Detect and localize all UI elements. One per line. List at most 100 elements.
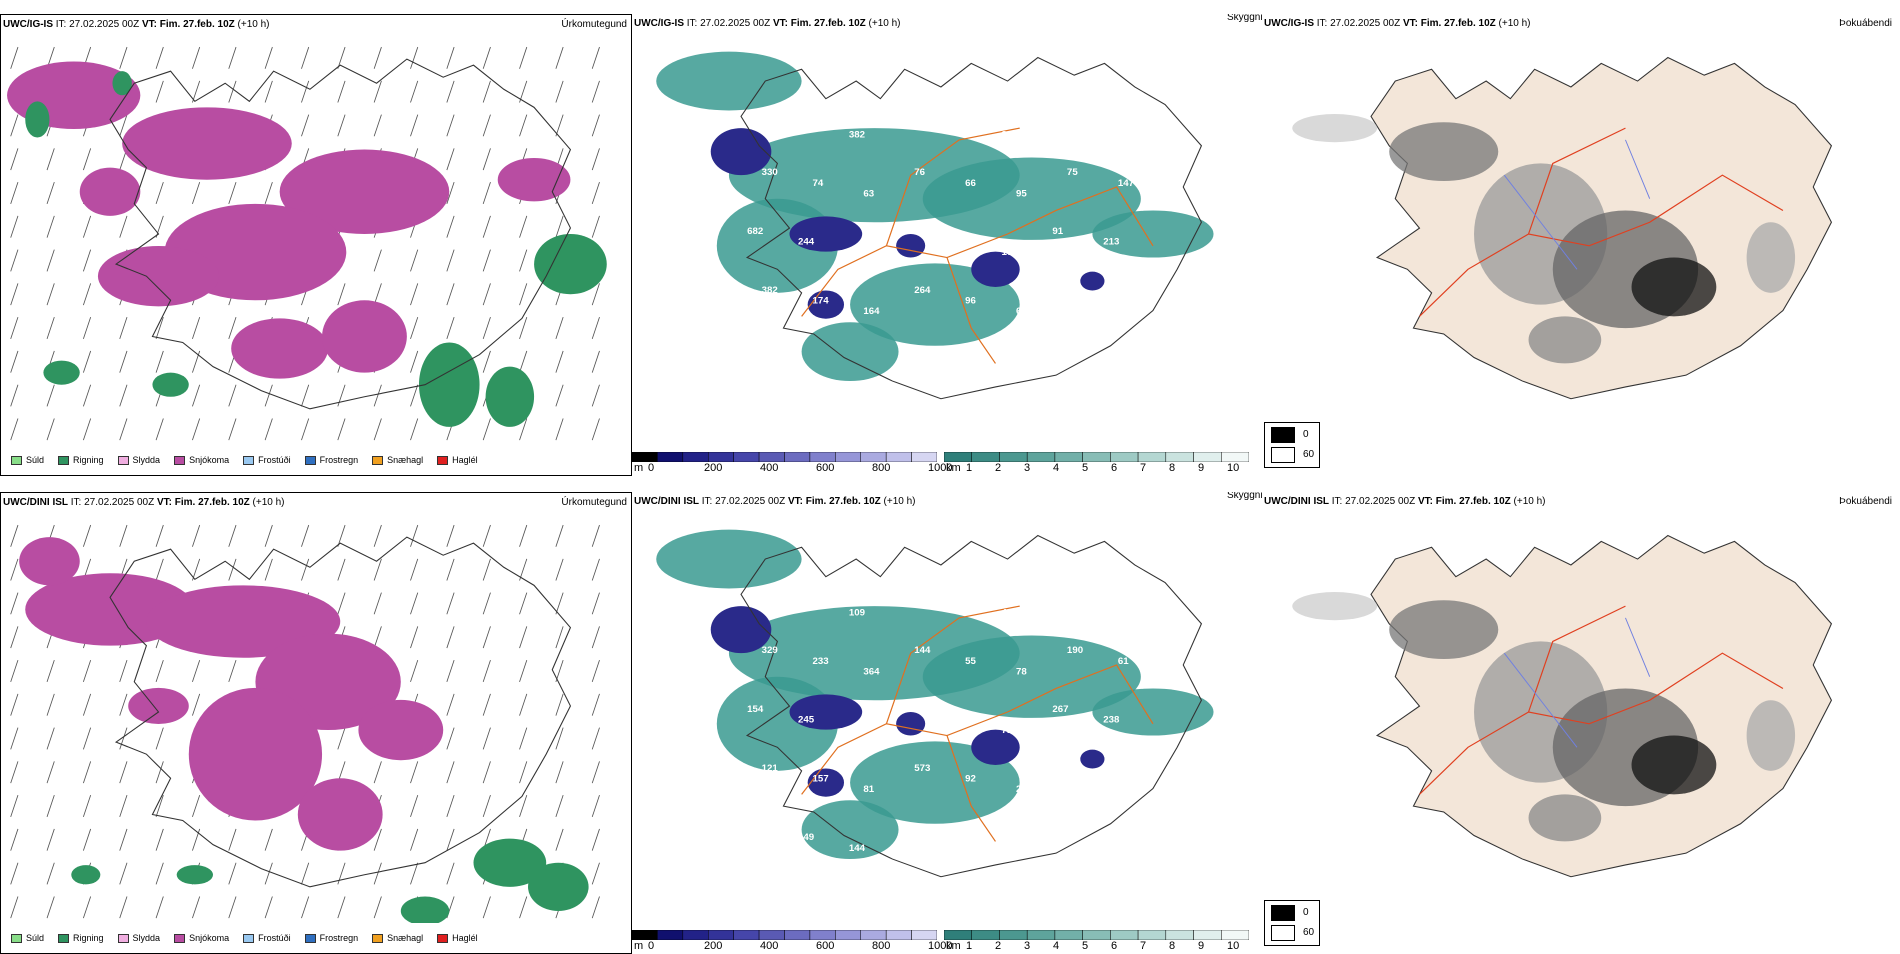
wind-barb (410, 626, 419, 649)
wind-barb (155, 862, 164, 885)
wind-barb (46, 181, 55, 204)
legend-label: Snæhagl (387, 455, 424, 465)
wind-barb (155, 524, 164, 547)
colorbar-tick: 6 (1111, 940, 1118, 952)
fog-legend-label: 60 (1303, 927, 1315, 938)
wind-barb (264, 524, 273, 547)
colorbar-cell (682, 452, 709, 462)
legend-swatch (174, 933, 186, 943)
wind-barb (519, 659, 528, 682)
legend-item: Slydda (117, 455, 160, 465)
wind-barb (192, 524, 201, 547)
rain-area (43, 360, 80, 385)
colorbar-tick: 800 (872, 940, 891, 952)
wind-barb (555, 350, 564, 373)
fog-legend-swatch (1271, 447, 1295, 463)
visibility-value: 382 (762, 285, 778, 296)
wind-barb (155, 46, 164, 69)
colorbar-cell (835, 930, 861, 940)
wind-barb (519, 46, 528, 69)
wind-barb (410, 795, 419, 818)
visibility-value: 408 (1103, 597, 1120, 608)
wind-barb (591, 659, 600, 682)
wind-barb (82, 524, 92, 547)
wind-barb (10, 592, 19, 615)
wind-barb (410, 828, 419, 851)
colorbar-cell (657, 452, 684, 462)
cloud-areas (656, 51, 1214, 382)
wind-barb (591, 215, 600, 238)
wind-barb (46, 283, 55, 306)
wind-barb (119, 727, 128, 750)
wind-barb (482, 558, 491, 581)
wind-barb (337, 80, 346, 103)
wind-barb (482, 626, 491, 649)
wind-barb (482, 727, 491, 750)
low-visibility-area (850, 263, 1020, 346)
wind-barb (10, 384, 19, 407)
wind-barb (591, 727, 600, 750)
wind-barb (46, 384, 55, 407)
valid-time: VT: Fim. 27.feb. 10Z (1417, 496, 1511, 507)
wind-barb (410, 524, 419, 547)
wind-barb (446, 249, 455, 272)
rain-area (176, 865, 214, 885)
wind-barb (482, 659, 491, 682)
colorbar-cell (1193, 452, 1222, 462)
wind-barb (410, 659, 419, 682)
colorbar-unit: km (946, 462, 961, 474)
wind-barb (555, 80, 564, 103)
wind-barb (192, 418, 201, 441)
wind-barb (555, 795, 564, 818)
legend-swatch (372, 933, 384, 943)
wind-barb (155, 80, 164, 103)
wind-barb (337, 592, 346, 615)
wind-barb (555, 418, 564, 441)
visibility-value: 425 (951, 237, 968, 248)
panel-variable-label: Þokuábendi (1839, 18, 1892, 29)
wind-barb (410, 862, 419, 885)
wind-barb (482, 418, 491, 441)
valid-time: VT: Fim. 27.feb. 10Z (141, 19, 235, 30)
wind-barb (301, 524, 310, 547)
wind-barb (192, 384, 201, 407)
wind-barb (555, 828, 564, 851)
wind-barb (446, 592, 455, 615)
fog-shading (1292, 114, 1796, 364)
valid-time: VT: Fim. 27.feb. 10Z (156, 497, 250, 508)
colorbar-tick: 2 (995, 462, 1002, 474)
fog-legend-label: 0 (1303, 429, 1309, 440)
colorbar-tick: 10 (1227, 940, 1240, 952)
colorbar-cell (999, 452, 1028, 462)
panel-title: UWC/IG-IS IT: 27.02.2025 00Z VT: Fim. 27… (3, 19, 270, 30)
wind-barb (119, 46, 128, 69)
wind-barb (591, 828, 600, 851)
wind-barb (373, 249, 382, 272)
wind-barb (264, 80, 273, 103)
colorbar-cell (971, 452, 1000, 462)
visibility-value: 66 (965, 178, 976, 189)
wind-barb (192, 693, 201, 716)
wind-barb (10, 524, 19, 547)
dense-low-cloud (971, 251, 1020, 287)
visibility-value: 74 (813, 178, 824, 189)
lead-time: (+10 h) (249, 497, 285, 508)
legend-item: Frostúði (243, 455, 291, 465)
wind-barb (519, 524, 528, 547)
precip-legend: Súld Rigning Slydda Snjókoma Frostúði Frostre… (11, 455, 478, 465)
wind-barb (373, 114, 382, 137)
visibility-panel: UWC/DINI ISL IT: 27.02.2025 00Z VT: Fim.… (632, 492, 1262, 954)
colorbar-cell (835, 452, 861, 462)
colorbar-tick: 200 (704, 940, 723, 952)
visibility-value: 190 (849, 725, 865, 736)
wind-barb (482, 524, 491, 547)
colorbar-meters (632, 452, 937, 462)
wind-barb (10, 418, 19, 441)
visibility-value: 194 (747, 822, 764, 833)
visibility-value: 264 (914, 285, 931, 296)
rain-areas (71, 838, 589, 923)
wind-barb (591, 795, 600, 818)
rain-area (71, 865, 101, 885)
legend-item: Haglél (437, 933, 478, 943)
visibility-value: 245 (798, 715, 815, 726)
